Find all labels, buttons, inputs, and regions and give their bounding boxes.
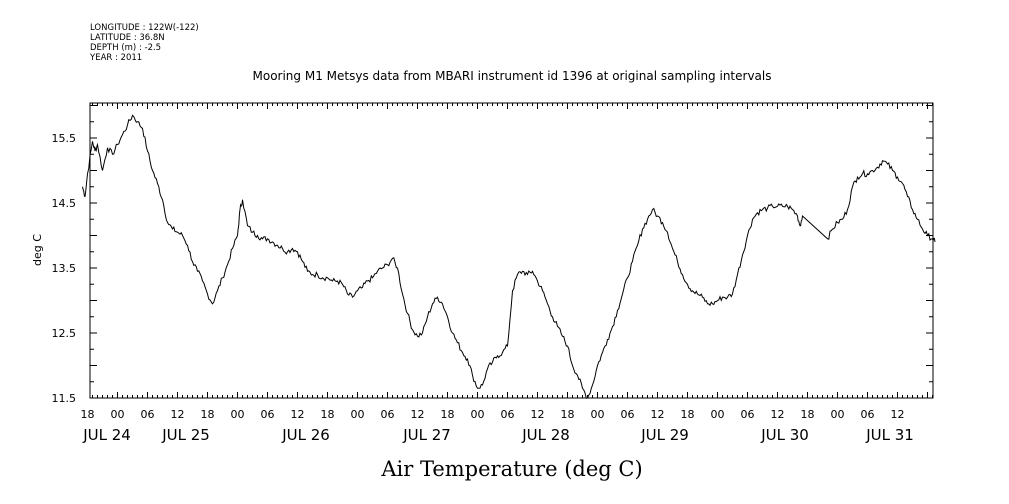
x-tick-label: 00 [591,408,605,421]
x-tick-label: 06 [381,408,395,421]
x-tick-label: 06 [621,408,635,421]
day-label: JUL 30 [760,426,809,444]
depth-label: DEPTH (m) : -2.5 [90,43,161,53]
x-tick-label: 12 [411,408,425,421]
x-tick-label: 06 [741,408,755,421]
x-tick-label: 18 [321,408,335,421]
day-label: JUL 29 [640,426,689,444]
series-line [82,114,936,399]
day-labels: JUL 24 JUL 25 JUL 26 JUL 27 JUL 28 JUL 29 JUL … [82,426,914,444]
x-tick-label: 18 [201,408,215,421]
day-label: JUL 26 [281,426,330,444]
x-tick-label: 06 [501,408,515,421]
x-tick-label: 18 [681,408,695,421]
plot-frame [89,102,934,399]
axis-ticks [90,103,933,399]
x-tick-label: 12 [891,408,905,421]
x-tick-label: 18 [441,408,455,421]
x-tick-label: 00 [351,408,365,421]
y-tick-label: 15.5 [52,132,77,145]
latitude-label: LATITUDE : 36.8N [90,33,165,43]
x-tick-label: 06 [861,408,875,421]
x-axis-label: Air Temperature (deg C) [380,457,642,481]
x-tick-label: 18 [801,408,815,421]
x-tick-label: 12 [651,408,665,421]
x-tick-label: 12 [291,408,305,421]
x-tick-label: 00 [111,408,125,421]
x-tick-label: 18 [561,408,575,421]
y-tick-label: 12.5 [52,327,77,340]
y-tick-label: 14.5 [52,197,77,210]
x-tick-label: 12 [171,408,185,421]
x-tick-label: 12 [531,408,545,421]
x-tick-label: 12 [771,408,785,421]
y-tick-label: 11.5 [52,392,77,405]
day-label: JUL 31 [865,426,914,444]
x-tick-label: 00 [711,408,725,421]
day-label: JUL 28 [521,426,570,444]
longitude-label: LONGITUDE : 122W(-122) [90,23,199,33]
x-tick-label: 06 [141,408,155,421]
y-axis-label: deg C [31,234,44,266]
x-tick-label: 00 [231,408,245,421]
x-tick-labels: 18 00 06 12 18 00 06 12 18 00 06 12 18 00 06 12 18 00 06 12… [81,408,905,421]
chart-header: LONGITUDE : 122W(-122) LATITUDE : 36.8N … [89,23,199,63]
x-tick-label: 00 [471,408,485,421]
x-tick-label: 00 [831,408,845,421]
chart-title: Mooring M1 Metsys data from MBARI instru… [253,69,772,83]
x-tick-label: 18 [81,408,95,421]
day-label: JUL 24 [82,426,131,444]
year-label: YEAR : 2011 [89,53,142,63]
day-label: JUL 25 [161,426,210,444]
y-tick-label: 13.5 [52,262,77,275]
x-tick-label: 06 [261,408,275,421]
y-tick-labels: 11.5 12.5 13.5 14.5 15.5 [52,132,77,405]
day-label: JUL 27 [402,426,451,444]
